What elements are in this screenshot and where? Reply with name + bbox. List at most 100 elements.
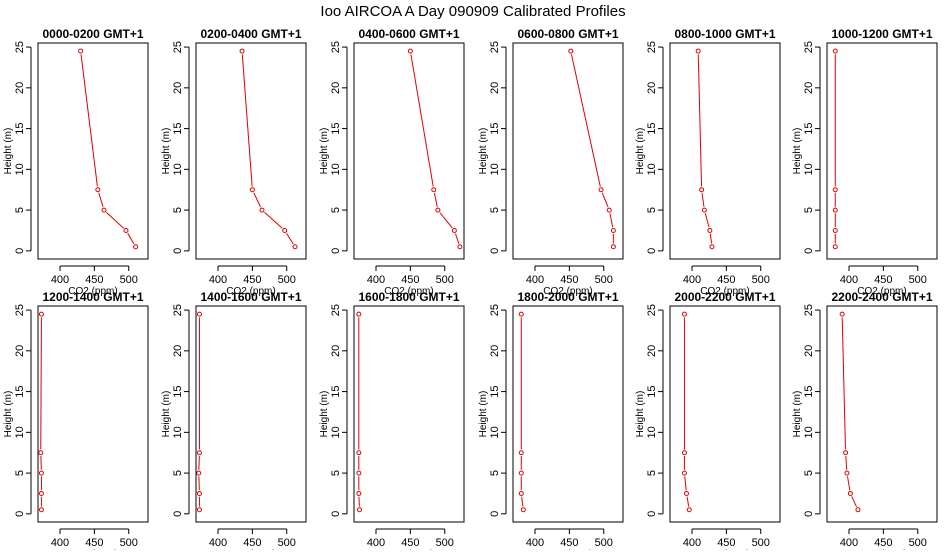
y-tick-label: 25 xyxy=(803,41,815,53)
y-tick-label: 25 xyxy=(14,41,26,53)
profile-point xyxy=(687,508,691,512)
y-tick-label: 5 xyxy=(14,470,26,476)
profile-point xyxy=(700,188,704,192)
x-tick-label: 450 xyxy=(85,537,103,549)
profile-point xyxy=(710,245,714,249)
panel-title: 1200-1400 GMT+1 xyxy=(42,290,143,304)
profile-point xyxy=(708,228,712,232)
y-tick-label: 20 xyxy=(14,345,26,357)
y-tick-label: 15 xyxy=(172,122,184,134)
profile-point xyxy=(833,49,837,53)
panel-title: 1000-1200 GMT+1 xyxy=(831,27,932,41)
x-tick-label: 500 xyxy=(436,537,454,549)
y-tick-label: 0 xyxy=(14,248,26,254)
x-tick-label: 500 xyxy=(278,537,296,549)
profile-point xyxy=(197,508,201,512)
profile-line-segment xyxy=(602,193,608,207)
y-tick-label: 0 xyxy=(172,248,184,254)
y-tick-label: 5 xyxy=(172,470,184,476)
profile-line-segment xyxy=(846,456,847,470)
x-tick-label: 500 xyxy=(752,537,770,549)
plot-frame xyxy=(513,306,623,522)
profile-point xyxy=(611,245,615,249)
profile-line-segment xyxy=(710,234,711,244)
y-tick-label: 5 xyxy=(646,207,658,213)
profile-line-segment xyxy=(41,317,42,449)
y-tick-label: 15 xyxy=(803,385,815,397)
y-tick-label: 15 xyxy=(646,122,658,134)
x-tick-label: 400 xyxy=(51,274,69,286)
profile-line-segment xyxy=(698,54,701,186)
panel-title: 2000-2200 GMT+1 xyxy=(674,290,775,304)
profile-line-segment xyxy=(852,496,857,506)
profile-point xyxy=(519,471,523,475)
y-tick-label: 0 xyxy=(14,511,26,517)
profile-point xyxy=(102,208,106,212)
y-tick-label: 10 xyxy=(489,426,501,438)
profile-point xyxy=(844,451,848,455)
y-axis-label: Height (m) xyxy=(478,391,489,438)
y-tick-label: 15 xyxy=(14,122,26,134)
profile-point xyxy=(124,228,128,232)
profile-point xyxy=(39,471,43,475)
profile-point xyxy=(197,491,201,495)
y-tick-label: 15 xyxy=(646,385,658,397)
x-tick-label: 450 xyxy=(560,537,578,549)
profile-point xyxy=(39,508,43,512)
y-tick-label: 20 xyxy=(172,82,184,94)
y-tick-label: 5 xyxy=(803,207,815,213)
profile-point xyxy=(682,471,686,475)
x-tick-label: 500 xyxy=(120,274,138,286)
profile-line-segment xyxy=(81,54,97,186)
profile-point xyxy=(848,491,852,495)
y-axis-label: Height (m) xyxy=(478,128,489,175)
x-tick-label: 450 xyxy=(717,274,735,286)
y-tick-label: 10 xyxy=(330,426,342,438)
y-tick-label: 0 xyxy=(330,511,342,517)
x-tick-label: 400 xyxy=(526,274,544,286)
profile-point xyxy=(519,312,523,316)
panel-title: 0800-1000 GMT+1 xyxy=(674,27,775,41)
panel-title: 0400-0600 GMT+1 xyxy=(358,27,459,41)
y-tick-label: 10 xyxy=(803,163,815,175)
y-tick-label: 0 xyxy=(489,511,501,517)
y-tick-label: 20 xyxy=(646,82,658,94)
y-tick-label: 10 xyxy=(646,426,658,438)
y-tick-label: 25 xyxy=(172,41,184,53)
y-tick-label: 5 xyxy=(489,207,501,213)
x-tick-label: 450 xyxy=(401,537,419,549)
profile-point xyxy=(833,228,837,232)
plot-frame xyxy=(196,43,306,259)
y-tick-label: 0 xyxy=(646,511,658,517)
figure-title: Ioo AIRCOA A Day 090909 Calibrated Profi… xyxy=(320,3,625,20)
profile-point xyxy=(240,49,244,53)
y-axis-label: Height (m) xyxy=(161,128,172,175)
x-tick-label: 400 xyxy=(367,274,385,286)
profile-line-segment xyxy=(702,193,704,207)
y-tick-label: 0 xyxy=(803,511,815,517)
profile-point xyxy=(856,508,860,512)
panel-title: 0000-0200 GMT+1 xyxy=(42,27,143,41)
x-tick-label: 400 xyxy=(367,537,385,549)
x-tick-label: 500 xyxy=(752,274,770,286)
panel-title: 0600-0800 GMT+1 xyxy=(517,27,618,41)
profile-point xyxy=(682,312,686,316)
profile-line-segment xyxy=(705,213,709,227)
y-axis-label: Height (m) xyxy=(161,391,172,438)
y-tick-label: 10 xyxy=(330,163,342,175)
y-axis-label: Height (m) xyxy=(3,128,14,175)
profile-point xyxy=(197,471,201,475)
x-tick-label: 450 xyxy=(717,537,735,549)
y-tick-label: 25 xyxy=(14,304,26,316)
y-tick-label: 20 xyxy=(646,345,658,357)
y-tick-label: 20 xyxy=(803,345,815,357)
plot-frame xyxy=(827,43,937,259)
profile-point xyxy=(197,312,201,316)
profile-line-segment xyxy=(128,233,134,244)
